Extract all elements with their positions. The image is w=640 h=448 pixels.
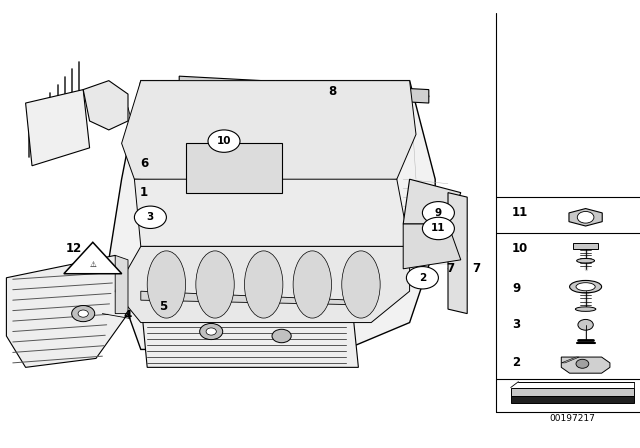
Polygon shape [115, 246, 410, 323]
Text: 10: 10 [512, 242, 528, 255]
Polygon shape [561, 357, 579, 363]
Polygon shape [115, 255, 128, 314]
Polygon shape [448, 193, 467, 314]
Circle shape [578, 319, 593, 330]
Polygon shape [26, 90, 90, 166]
Polygon shape [122, 81, 416, 188]
Ellipse shape [293, 251, 332, 318]
Circle shape [576, 359, 589, 368]
Ellipse shape [147, 251, 186, 318]
Text: 7: 7 [472, 262, 480, 276]
Ellipse shape [576, 283, 595, 291]
Ellipse shape [570, 280, 602, 293]
Ellipse shape [575, 307, 596, 311]
Ellipse shape [342, 251, 380, 318]
Circle shape [72, 306, 95, 322]
Polygon shape [141, 291, 352, 305]
Circle shape [200, 323, 223, 340]
Circle shape [422, 217, 454, 240]
Circle shape [577, 211, 594, 223]
Text: 4: 4 [124, 309, 132, 323]
Circle shape [206, 328, 216, 335]
Ellipse shape [196, 251, 234, 318]
Text: 1: 1 [140, 186, 148, 199]
Polygon shape [134, 179, 410, 246]
Polygon shape [573, 243, 598, 249]
Circle shape [78, 310, 88, 317]
Circle shape [208, 130, 240, 152]
Polygon shape [83, 81, 128, 130]
Ellipse shape [244, 251, 283, 318]
Polygon shape [6, 255, 128, 367]
Text: 10: 10 [217, 136, 231, 146]
Circle shape [406, 267, 438, 289]
Ellipse shape [577, 258, 595, 263]
Text: 3: 3 [147, 212, 154, 222]
Circle shape [422, 202, 454, 224]
Text: 11: 11 [512, 206, 528, 220]
Circle shape [272, 329, 291, 343]
Polygon shape [109, 81, 435, 349]
Polygon shape [403, 224, 461, 269]
Polygon shape [141, 300, 358, 367]
Polygon shape [561, 357, 610, 373]
Polygon shape [179, 76, 429, 103]
Polygon shape [511, 396, 634, 403]
Text: 2: 2 [419, 273, 426, 283]
Polygon shape [64, 242, 122, 274]
Text: 00197217: 00197217 [550, 414, 596, 423]
Polygon shape [403, 179, 461, 224]
Text: ⚠: ⚠ [90, 260, 96, 269]
Text: 5: 5 [159, 300, 167, 314]
Polygon shape [186, 143, 282, 193]
Text: 7: 7 [447, 262, 454, 276]
Polygon shape [511, 388, 634, 396]
Text: 9: 9 [435, 208, 442, 218]
Text: 3: 3 [512, 318, 520, 332]
Text: 8: 8 [329, 85, 337, 99]
Text: 2: 2 [512, 356, 520, 370]
Text: 9: 9 [512, 282, 520, 296]
Text: 6: 6 [140, 157, 148, 170]
Circle shape [134, 206, 166, 228]
Polygon shape [569, 209, 602, 226]
Text: 12: 12 [65, 242, 82, 255]
Text: 11: 11 [431, 224, 445, 233]
